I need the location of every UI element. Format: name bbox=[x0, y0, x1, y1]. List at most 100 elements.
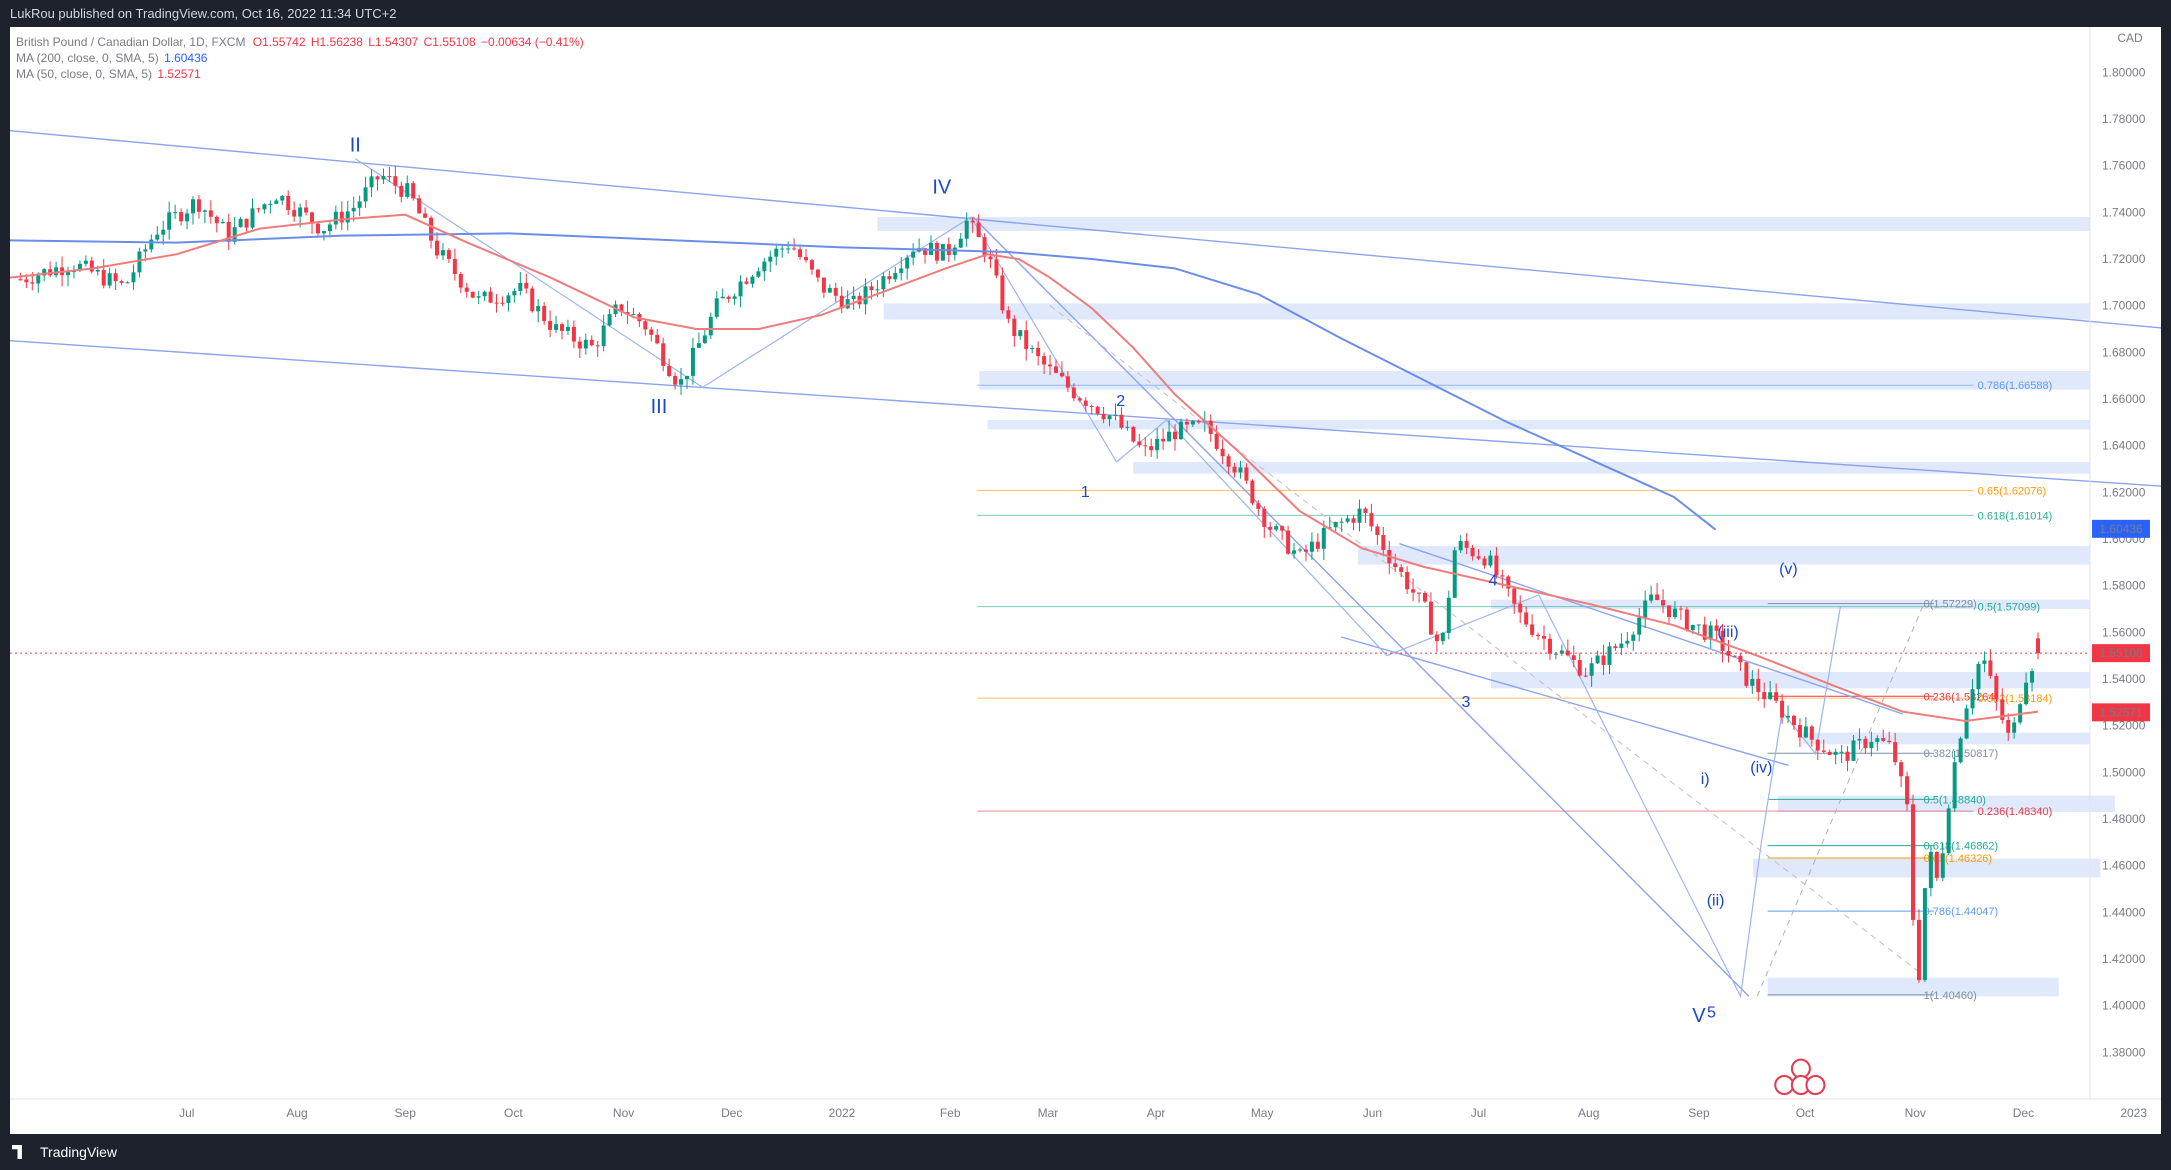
candle-body bbox=[643, 321, 648, 330]
candle-body bbox=[202, 210, 207, 212]
candle-body bbox=[1524, 612, 1529, 625]
trend-line bbox=[1341, 636, 1789, 767]
candle-body bbox=[1024, 330, 1029, 350]
candle-body bbox=[756, 271, 761, 277]
candle-body bbox=[839, 295, 844, 309]
candle-body bbox=[393, 176, 398, 186]
wave-label: (ii) bbox=[1707, 892, 1725, 909]
candle-body bbox=[131, 272, 136, 283]
candle-body bbox=[1077, 398, 1082, 401]
candle-body bbox=[304, 207, 309, 213]
candle-body bbox=[1976, 663, 1981, 690]
candle-body bbox=[583, 339, 588, 349]
candle-body bbox=[536, 306, 541, 312]
price-chart[interactable]: 0(1.57229)0.236(1.53264)0.382(1.50817)0.… bbox=[10, 27, 2161, 1134]
legend-ma50-row: MA (50, close, 0, SMA, 5) 1.52571 bbox=[16, 67, 201, 81]
wave-label: V bbox=[1692, 1005, 1706, 1027]
candle-body bbox=[506, 295, 511, 303]
candle-body bbox=[375, 176, 380, 180]
candle-body bbox=[423, 213, 428, 218]
candle-body bbox=[411, 183, 416, 199]
candle-body bbox=[363, 187, 368, 202]
time-tick-label: Aug bbox=[286, 1106, 307, 1120]
candle-body bbox=[214, 216, 219, 224]
candle-body bbox=[845, 299, 850, 309]
candle-body bbox=[2024, 682, 2029, 705]
candle-body bbox=[1500, 575, 1505, 577]
wave-label: 1 bbox=[1081, 484, 1090, 501]
candle-body bbox=[292, 210, 297, 217]
candle-body bbox=[440, 250, 445, 256]
candle-body bbox=[452, 258, 457, 275]
time-tick-label: Jul bbox=[179, 1106, 194, 1120]
candle-body bbox=[1559, 650, 1564, 654]
wave-label: (iv) bbox=[1750, 759, 1772, 776]
candle-body bbox=[1542, 635, 1547, 639]
candle-body bbox=[464, 287, 469, 292]
candle-body bbox=[208, 210, 213, 217]
candle-body bbox=[1280, 526, 1285, 531]
candle-body bbox=[1708, 625, 1713, 640]
candle-body bbox=[30, 282, 35, 284]
fib-label: 0(1.57229) bbox=[1924, 599, 1977, 611]
candle-body bbox=[1720, 630, 1725, 651]
candle-body bbox=[1363, 508, 1368, 514]
candle-body bbox=[1547, 638, 1552, 654]
candle-body bbox=[435, 240, 440, 256]
time-tick-label: May bbox=[1251, 1106, 1274, 1120]
fib-label: 0.236(1.53264) bbox=[1924, 691, 1999, 703]
candle-body bbox=[720, 296, 725, 299]
ma50-label: MA (50, close, 0, SMA, 5) bbox=[16, 67, 153, 81]
candle-body bbox=[1756, 678, 1761, 693]
candle-body bbox=[524, 282, 529, 289]
candle-body bbox=[1381, 535, 1386, 550]
candle-body bbox=[1428, 601, 1433, 635]
candle-body bbox=[1583, 675, 1588, 677]
candle-body bbox=[321, 231, 326, 234]
candle-body bbox=[1149, 446, 1154, 451]
candle-body bbox=[1161, 438, 1166, 442]
candle-body bbox=[684, 375, 689, 380]
candle-body bbox=[1506, 576, 1511, 589]
candle-body bbox=[1095, 406, 1100, 414]
candle-body bbox=[994, 259, 999, 276]
candle-body bbox=[256, 208, 261, 210]
candle-body bbox=[875, 289, 880, 291]
candle-body bbox=[1458, 540, 1463, 551]
candle-body bbox=[1911, 804, 1916, 920]
candle-body bbox=[1655, 594, 1660, 601]
chart-panel[interactable]: 0(1.57229)0.236(1.53264)0.382(1.50817)0.… bbox=[10, 27, 2161, 1134]
candle-body bbox=[934, 242, 939, 261]
candle-body bbox=[1899, 762, 1904, 777]
candle-body bbox=[1125, 426, 1130, 428]
candle-body bbox=[1845, 751, 1850, 761]
candle-body bbox=[1684, 609, 1689, 630]
candle-body bbox=[1059, 372, 1064, 377]
candle-body bbox=[232, 227, 237, 242]
candle-body bbox=[36, 275, 41, 284]
candle-body bbox=[1565, 650, 1570, 656]
candle-body bbox=[1476, 556, 1481, 559]
time-tick-label: Nov bbox=[1905, 1106, 1926, 1120]
candle-body bbox=[1905, 776, 1910, 805]
candle-body bbox=[1577, 659, 1582, 676]
ohlc-change: −0.00634 (−0.41%) bbox=[481, 35, 584, 49]
candle-body bbox=[482, 291, 487, 297]
candle-body bbox=[1345, 518, 1350, 522]
candle-body bbox=[690, 347, 695, 376]
candle-body bbox=[1619, 643, 1624, 649]
candle-body bbox=[607, 314, 612, 326]
candle-body bbox=[446, 250, 451, 259]
currency-label: CAD bbox=[2117, 31, 2143, 45]
candle-body bbox=[220, 221, 225, 224]
candle-body bbox=[1702, 624, 1707, 640]
candle-body bbox=[1518, 603, 1523, 613]
candle-body bbox=[768, 256, 773, 262]
candle-body bbox=[1672, 608, 1677, 618]
candle-body bbox=[1107, 415, 1112, 420]
candle-body bbox=[589, 339, 594, 346]
tradingview-logo[interactable]: TradingView bbox=[12, 1143, 117, 1161]
candle-body bbox=[1196, 421, 1201, 423]
candle-body bbox=[1488, 555, 1493, 566]
candle-body bbox=[649, 329, 654, 335]
